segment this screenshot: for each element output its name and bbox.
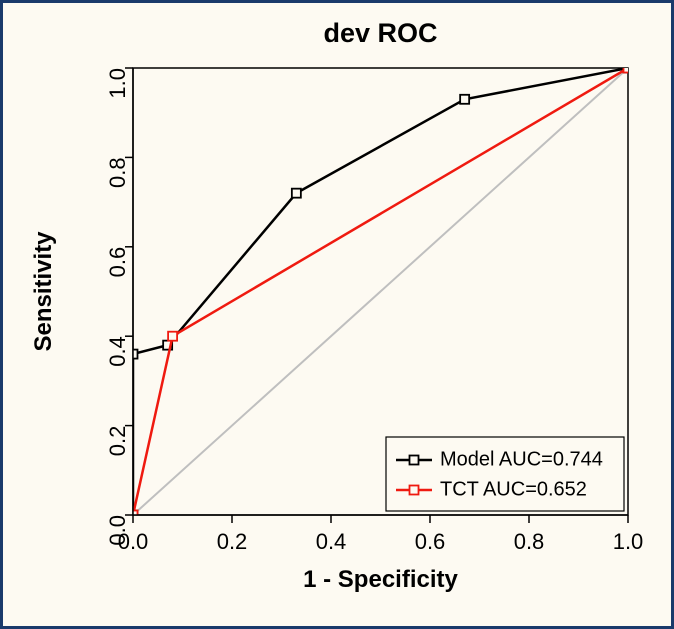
y-tick-label: 0.0	[105, 515, 130, 546]
y-tick-label: 0.2	[105, 426, 130, 457]
y-tick-label: 0.8	[105, 157, 130, 188]
y-tick-label: 0.6	[105, 247, 130, 278]
x-tick-label: 1.0	[613, 529, 644, 554]
legend-label: TCT AUC=0.652	[440, 478, 587, 500]
x-tick-label: 0.8	[514, 529, 545, 554]
chart-title: dev ROC	[323, 18, 437, 48]
x-axis-label: 1 - Specificity	[303, 566, 458, 593]
legend-marker	[410, 456, 419, 465]
x-tick-label: 0.6	[415, 529, 446, 554]
series-marker-tct	[168, 332, 177, 341]
legend-label: Model AUC=0.744	[440, 448, 603, 470]
legend-marker	[410, 486, 419, 495]
figure-frame: 0.00.00.20.20.40.40.60.60.80.81.01.0dev …	[0, 0, 674, 629]
roc-chart: 0.00.00.20.20.40.40.60.60.80.81.01.0dev …	[3, 3, 671, 626]
series-marker-tct	[624, 64, 633, 73]
y-axis-label: Sensitivity	[30, 231, 57, 352]
y-tick-label: 1.0	[105, 68, 130, 99]
series-marker-model	[460, 95, 469, 104]
y-tick-label: 0.4	[105, 336, 130, 367]
x-tick-label: 0.4	[316, 529, 347, 554]
x-tick-label: 0.2	[217, 529, 248, 554]
series-marker-model	[292, 189, 301, 198]
